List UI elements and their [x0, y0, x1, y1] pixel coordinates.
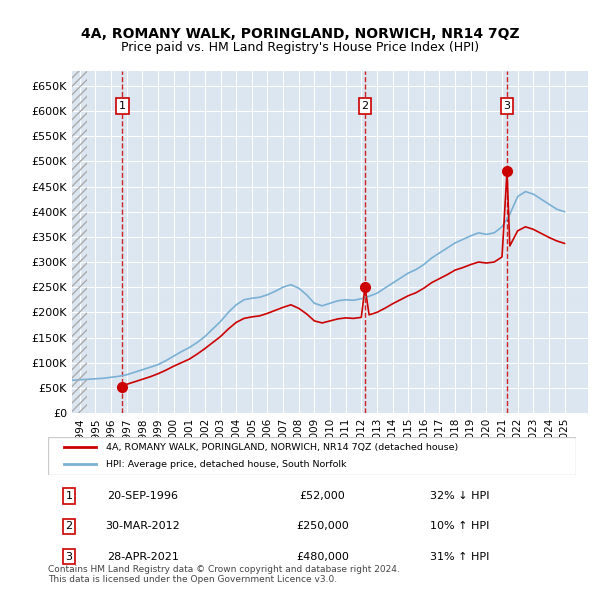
- Text: 4A, ROMANY WALK, PORINGLAND, NORWICH, NR14 7QZ (detached house): 4A, ROMANY WALK, PORINGLAND, NORWICH, NR…: [106, 443, 458, 452]
- Text: 1: 1: [119, 101, 126, 111]
- Text: 2: 2: [361, 101, 368, 111]
- Text: Contains HM Land Registry data © Crown copyright and database right 2024.
This d: Contains HM Land Registry data © Crown c…: [48, 565, 400, 584]
- Text: 1: 1: [65, 491, 73, 501]
- Text: Price paid vs. HM Land Registry's House Price Index (HPI): Price paid vs. HM Land Registry's House …: [121, 41, 479, 54]
- Text: 4A, ROMANY WALK, PORINGLAND, NORWICH, NR14 7QZ: 4A, ROMANY WALK, PORINGLAND, NORWICH, NR…: [80, 27, 520, 41]
- Text: £250,000: £250,000: [296, 522, 349, 531]
- Text: 20-SEP-1996: 20-SEP-1996: [107, 491, 179, 501]
- Text: 3: 3: [503, 101, 511, 111]
- Text: 3: 3: [65, 552, 73, 562]
- Text: 30-MAR-2012: 30-MAR-2012: [106, 522, 181, 531]
- Text: 32% ↓ HPI: 32% ↓ HPI: [430, 491, 490, 501]
- Text: £52,000: £52,000: [299, 491, 346, 501]
- Text: 2: 2: [65, 522, 73, 531]
- Text: £480,000: £480,000: [296, 552, 349, 562]
- Text: 31% ↑ HPI: 31% ↑ HPI: [430, 552, 490, 562]
- Text: 28-APR-2021: 28-APR-2021: [107, 552, 179, 562]
- Text: HPI: Average price, detached house, South Norfolk: HPI: Average price, detached house, Sout…: [106, 460, 347, 468]
- Text: 10% ↑ HPI: 10% ↑ HPI: [430, 522, 490, 531]
- FancyBboxPatch shape: [48, 437, 576, 475]
